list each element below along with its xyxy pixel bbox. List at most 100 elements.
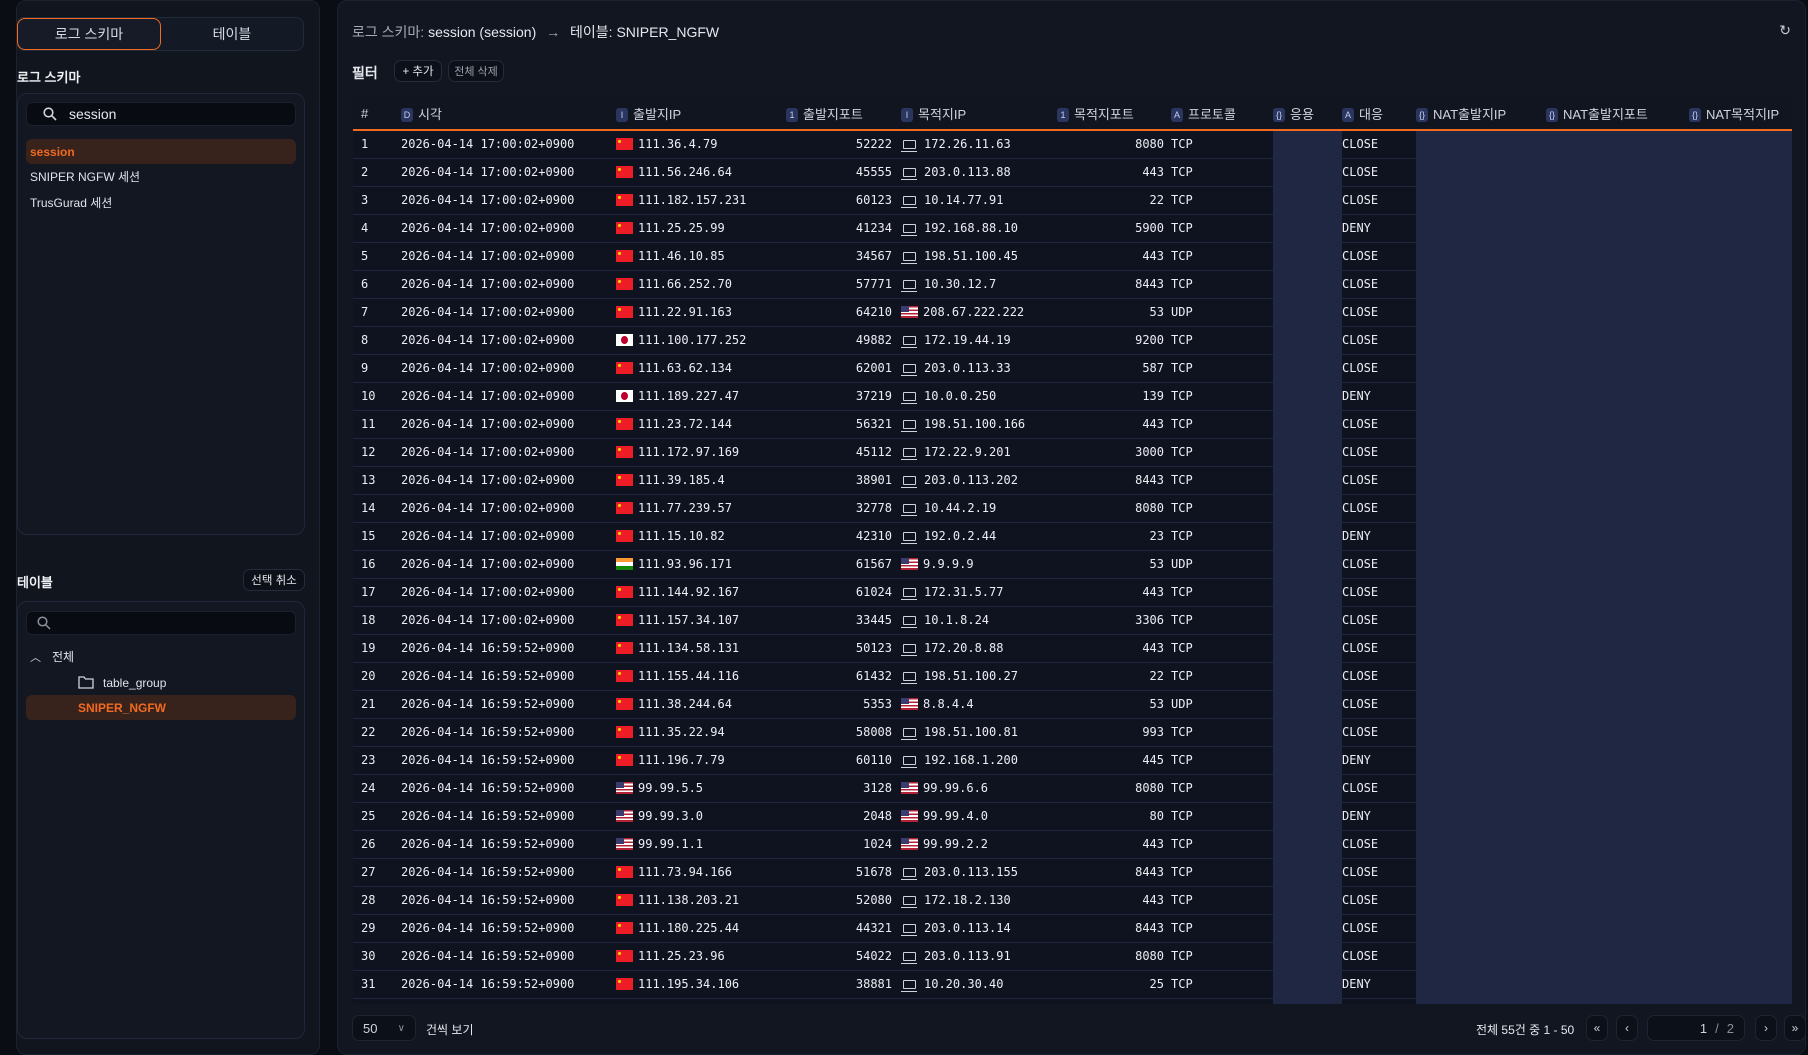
cell-src-ip-value: 111.182.157.231: [638, 193, 747, 207]
table-row[interactable]: 24 2026-04-14 16:59:52+0900 99.99.5.5 3128 9…: [353, 774, 1792, 803]
column-header[interactable]: #: [353, 98, 401, 131]
breadcrumb-schema[interactable]: session (session): [428, 24, 537, 40]
table-row[interactable]: 19 2026-04-14 16:59:52+0900 111.134.58.131…: [353, 634, 1792, 663]
table-row[interactable]: 27 2026-04-14 16:59:52+0900 111.73.94.166 5…: [353, 858, 1792, 887]
cell-index: 2: [353, 158, 401, 187]
table-row[interactable]: 30 2026-04-14 16:59:52+0900 111.25.23.96 54…: [353, 942, 1792, 971]
table-row[interactable]: 1 2026-04-14 17:00:02+0900 111.36.4.79 5222…: [353, 130, 1792, 159]
cell-src-ip-value: 111.180.225.44: [638, 921, 740, 935]
table-row[interactable]: 7 2026-04-14 17:00:02+0900 111.22.91.163 64…: [353, 298, 1792, 327]
schema-search-input[interactable]: session: [26, 102, 296, 126]
flag-cn-icon: [616, 222, 633, 234]
cell-src-ip: 111.134.58.131: [616, 634, 786, 663]
column-header[interactable]: I 출발지IP: [616, 98, 786, 131]
table-row[interactable]: 5 2026-04-14 17:00:02+0900 111.46.10.85 345…: [353, 242, 1792, 271]
table-row[interactable]: 17 2026-04-14 17:00:02+0900 111.144.92.167…: [353, 578, 1792, 607]
cell-time-value: 2026-04-14 17:00:02+0900: [401, 445, 575, 459]
table-row[interactable]: 3 2026-04-14 17:00:02+0900 111.182.157.231…: [353, 186, 1792, 215]
table-row[interactable]: 28 2026-04-14 16:59:52+0900 111.138.203.21…: [353, 886, 1792, 915]
page-size-select[interactable]: 50 ∨: [352, 1015, 416, 1041]
column-header[interactable]: 1 목적지포트: [1057, 98, 1171, 131]
table-row[interactable]: 26 2026-04-14 16:59:52+0900 99.99.1.1 1024 9…: [353, 830, 1792, 859]
deselect-button[interactable]: 선택 취소: [243, 569, 305, 591]
tree-item-sniper-ngfw[interactable]: SNIPER_NGFW: [26, 695, 296, 720]
clear-filters-button[interactable]: 전체 삭제: [448, 60, 504, 82]
page-input[interactable]: 1 / 2: [1647, 1015, 1745, 1041]
flag-us-icon: [901, 810, 918, 822]
cell-protocol-value: TCP: [1171, 193, 1193, 207]
column-header[interactable]: 1 출발지포트: [786, 98, 901, 131]
last-page-button[interactable]: »: [1784, 1015, 1805, 1041]
cell-dst-port-value: 22: [1149, 669, 1164, 683]
laptop-icon: [901, 364, 917, 376]
chevron-down-icon: ∨: [397, 1022, 405, 1034]
cell-action-value: CLOSE: [1342, 641, 1379, 655]
column-header[interactable]: D 시각: [401, 98, 616, 131]
cell-nat-src-port: [1546, 130, 1689, 159]
table-row[interactable]: 21 2026-04-14 16:59:52+0900 111.38.244.64 5…: [353, 690, 1792, 719]
schema-item-trusgurad[interactable]: TrusGurad 세션: [30, 196, 113, 210]
cell-action-value: CLOSE: [1342, 585, 1379, 599]
table-row[interactable]: 2 2026-04-14 17:00:02+0900 111.56.246.64 45…: [353, 158, 1792, 187]
tab-log-schema[interactable]: 로그 스키마: [17, 18, 161, 50]
cell-nat-dst-ip: [1689, 326, 1792, 355]
column-header[interactable]: {} NAT목적지IP: [1689, 98, 1792, 131]
cell-dst-ip: 192.168.88.10: [901, 214, 1057, 243]
chevron-up-icon[interactable]: ︿: [30, 651, 41, 664]
table-row[interactable]: 15 2026-04-14 17:00:02+0900 111.15.10.82 42…: [353, 522, 1792, 551]
cell-time-value: 2026-04-14 17:00:02+0900: [401, 501, 575, 515]
cell-protocol-value: TCP: [1171, 333, 1193, 347]
column-header[interactable]: {} NAT출발지포트: [1546, 98, 1689, 131]
table-row[interactable]: 322026-04-14 16:59:52+0900111.89.240.506…: [353, 998, 1792, 1004]
cell-dst-ip-value: 192.168.1.200: [924, 753, 1018, 767]
next-page-button[interactable]: ›: [1755, 1015, 1777, 1041]
tab-table[interactable]: 테이블: [212, 26, 252, 42]
table-row[interactable]: 11 2026-04-14 17:00:02+0900 111.23.72.144 5…: [353, 410, 1792, 439]
cell-time-value: 2026-04-14 17:00:02+0900: [401, 137, 575, 152]
column-header[interactable]: {} 응용: [1273, 98, 1342, 131]
cell-dst-port: 22: [1057, 186, 1171, 215]
column-header[interactable]: A 대응: [1342, 98, 1416, 131]
tree-root[interactable]: ︿ 전체: [26, 644, 296, 669]
table-row[interactable]: 13 2026-04-14 17:00:02+0900 111.39.185.4 38…: [353, 466, 1792, 495]
cell-dst-ip-value: 172.19.44.19: [924, 333, 1011, 347]
table-row[interactable]: 12 2026-04-14 17:00:02+0900 111.172.97.169…: [353, 438, 1792, 467]
table-row[interactable]: 16 2026-04-14 17:00:02+0900 111.93.96.171 6…: [353, 550, 1792, 579]
tree-item-table-group[interactable]: table_group: [26, 670, 296, 695]
table-row[interactable]: 25 2026-04-14 16:59:52+0900 99.99.3.0 2048 9…: [353, 802, 1792, 831]
add-filter-button[interactable]: + 추가: [394, 60, 442, 82]
cell-app: [1273, 186, 1342, 215]
table-row[interactable]: 23 2026-04-14 16:59:52+0900 111.196.7.79 60…: [353, 746, 1792, 775]
column-header[interactable]: I 목적지IP: [901, 98, 1057, 131]
table-row[interactable]: 9 2026-04-14 17:00:02+0900 111.63.62.134 62…: [353, 354, 1792, 383]
prev-page-button[interactable]: ‹: [1616, 1015, 1638, 1041]
table-row[interactable]: 31 2026-04-14 16:59:52+0900 111.195.34.106…: [353, 970, 1792, 999]
cell-src-port: 45112: [786, 438, 901, 467]
cell-app: [1273, 466, 1342, 495]
table-row[interactable]: 14 2026-04-14 17:00:02+0900 111.77.239.57 3…: [353, 494, 1792, 523]
flag-cn-icon: [616, 138, 633, 151]
table-row[interactable]: 8 2026-04-14 17:00:02+0900 111.100.177.252…: [353, 326, 1792, 355]
table-row[interactable]: 29 2026-04-14 16:59:52+0900 111.180.225.44…: [353, 914, 1792, 943]
schema-item-sniper-ngfw[interactable]: SNIPER NGFW 세션: [30, 170, 141, 184]
cell-dst-port-value: 8080: [1135, 781, 1164, 795]
table-row[interactable]: 4 2026-04-14 17:00:02+0900 111.25.25.99 412…: [353, 214, 1792, 243]
cell-action: DENY: [1342, 382, 1416, 411]
refresh-icon[interactable]: ↻: [1779, 22, 1791, 38]
table-search-input[interactable]: [26, 611, 296, 635]
cell-src-port: 60211: [786, 998, 901, 1004]
log-table: # D 시각 I 출발지IP 1 출발지포트 I 목적지IP 1 목적지포트 A 프로토콜 {} 응용 A 대응…: [353, 98, 1792, 1004]
cell-protocol: UDP: [1171, 298, 1273, 327]
cell-dst-port: 443: [1057, 242, 1171, 271]
schema-item-session[interactable]: session: [26, 139, 296, 164]
table-row[interactable]: 22 2026-04-14 16:59:52+0900 111.35.22.94 58…: [353, 718, 1792, 747]
table-row[interactable]: 18 2026-04-14 17:00:02+0900 111.157.34.107…: [353, 606, 1792, 635]
first-page-button[interactable]: «: [1586, 1015, 1608, 1041]
column-header[interactable]: A 프로토콜: [1171, 98, 1273, 131]
table-row[interactable]: 6 2026-04-14 17:00:02+0900 111.66.252.70 57…: [353, 270, 1792, 299]
cell-dst-ip: 10.1.8.24: [901, 606, 1057, 635]
table-row[interactable]: 10 2026-04-14 17:00:02+0900 111.189.227.47…: [353, 382, 1792, 411]
cell-dst-port: 445: [1057, 746, 1171, 775]
column-header[interactable]: {} NAT출발지IP: [1416, 98, 1546, 131]
table-row[interactable]: 20 2026-04-14 16:59:52+0900 111.155.44.116…: [353, 662, 1792, 691]
